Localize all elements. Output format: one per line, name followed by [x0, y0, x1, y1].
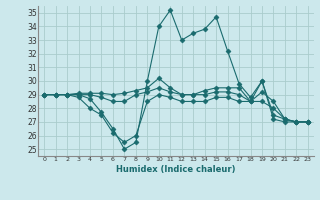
X-axis label: Humidex (Indice chaleur): Humidex (Indice chaleur): [116, 165, 236, 174]
